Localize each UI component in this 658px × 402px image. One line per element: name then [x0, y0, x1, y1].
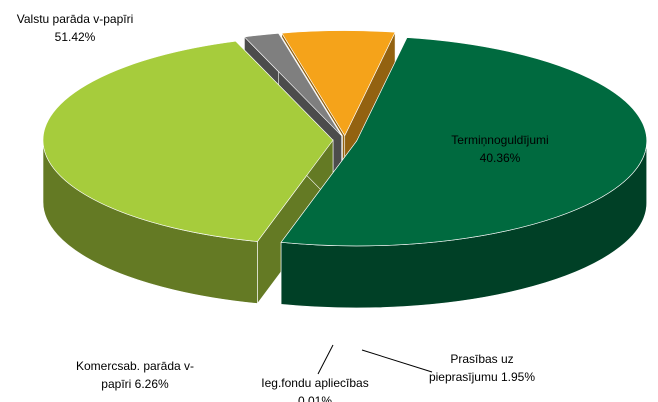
category-label: Prasības uz pieprasījumu	[428, 352, 514, 384]
value-label: 40.36%	[479, 151, 521, 165]
value-label: 51.42%	[54, 30, 96, 44]
slice-label: Prasības uz pieprasījumu 1.95%	[422, 350, 542, 386]
slice-label: Ieg.fondu apliecības 0.01%	[245, 374, 385, 402]
value-label: 6.26%	[134, 377, 169, 391]
slice	[42, 40, 334, 242]
leader-line	[317, 344, 334, 375]
slice	[281, 30, 396, 137]
category-label: Ieg.fondu apliecības	[261, 376, 369, 390]
category-label: Valstu parāda v-papīri	[16, 12, 134, 26]
slice	[280, 37, 648, 247]
value-label: 0.01%	[297, 394, 333, 402]
slice	[243, 33, 342, 137]
value-label: 1.95%	[501, 370, 536, 384]
leader-line	[361, 349, 433, 373]
slice	[278, 32, 343, 136]
slice-label: Valstu parāda v-papīri 51.42%	[0, 10, 150, 46]
slice-label: Termiņnoguldījumi 40.36%	[430, 131, 570, 167]
category-label: Komercsab. parāda v-papīri	[75, 359, 195, 391]
slice-label: Komercsab. parāda v-papīri 6.26%	[64, 357, 206, 393]
category-label: Termiņnoguldījumi	[451, 133, 549, 147]
